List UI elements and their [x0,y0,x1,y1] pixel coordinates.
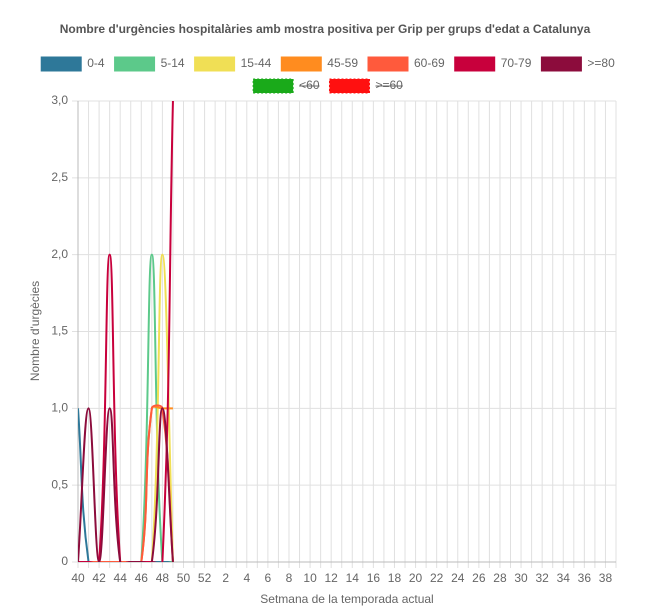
x-tick-label: 36 [578,571,592,585]
x-tick-label: 24 [451,571,465,585]
legend-label: >=80 [587,56,615,70]
x-axis-title: Setmana de la temporada actual [260,592,433,606]
x-tick-label: 46 [135,571,149,585]
x-tick-label: 18 [388,571,402,585]
x-tick-label: 38 [599,571,613,585]
y-tick-label: 1,5 [51,324,68,338]
legend-label: 15-44 [241,56,272,70]
y-tick-label: 2,5 [51,170,68,184]
plot-area [78,100,174,562]
x-tick-label: 16 [367,571,381,585]
legend-swatch [114,56,156,72]
legend-item: 70-79 [454,56,532,72]
x-tick-label: 20 [409,571,423,585]
x-tick-label: 40 [71,571,85,585]
y-axis-title: Nombre d'urgècies [28,281,42,381]
x-tick-label: 32 [535,571,549,585]
x-tick-label: 52 [198,571,212,585]
x-tick-label: 48 [156,571,170,585]
series-line [78,253,173,562]
legend-label: <60 [299,78,320,92]
legend-item: 15-44 [194,56,272,72]
legend-item: 5-14 [114,56,185,72]
x-tick-label: 26 [472,571,486,585]
x-tick-label: 6 [265,571,272,585]
legend-item: <60 [252,78,320,94]
legend-label: 60-69 [414,56,445,70]
chart-title: Nombre d'urgències hospitalàries amb mos… [60,22,591,36]
x-tick-label: 22 [430,571,444,585]
x-tick-label: 42 [92,571,106,585]
legend-swatch [328,78,370,94]
x-tick-label: 14 [346,571,360,585]
legend-item: 60-69 [367,56,445,72]
x-tick-label: 28 [493,571,507,585]
x-tick-label: 2 [222,571,229,585]
legend-label: 5-14 [161,56,185,70]
y-tick-label: 3,0 [51,93,68,107]
legend-item: 45-59 [280,56,358,72]
legend-label: 0-4 [87,56,105,70]
x-tick-label: 44 [114,571,128,585]
legend-item: >=80 [540,56,615,72]
x-tick-label: 4 [243,571,250,585]
legend-label: 45-59 [327,56,358,70]
x-tick-label: 8 [286,571,293,585]
x-tick-label: 12 [324,571,338,585]
legend-swatch [367,56,409,72]
legend-swatch [40,56,82,72]
series-line [78,253,174,562]
legend-item: 0-4 [40,56,105,72]
legend-label: 70-79 [501,56,532,70]
x-tick-label: 34 [557,571,571,585]
legend-swatch [540,56,582,72]
y-tick-label: 2,0 [51,247,68,261]
y-tick-label: 1,0 [51,401,68,415]
legend-swatch [280,56,322,72]
x-tick-label: 30 [514,571,528,585]
y-tick-label: 0 [61,554,68,568]
series-line [78,407,174,562]
x-tick-label: 10 [303,571,317,585]
legend-swatch [252,78,294,94]
x-tick-label: 50 [177,571,191,585]
y-tick-label: 0,5 [51,477,68,491]
legend-label: >=60 [375,78,403,92]
legend-swatch [194,56,236,72]
legend-item: >=60 [328,78,403,94]
legend-swatch [454,56,496,72]
